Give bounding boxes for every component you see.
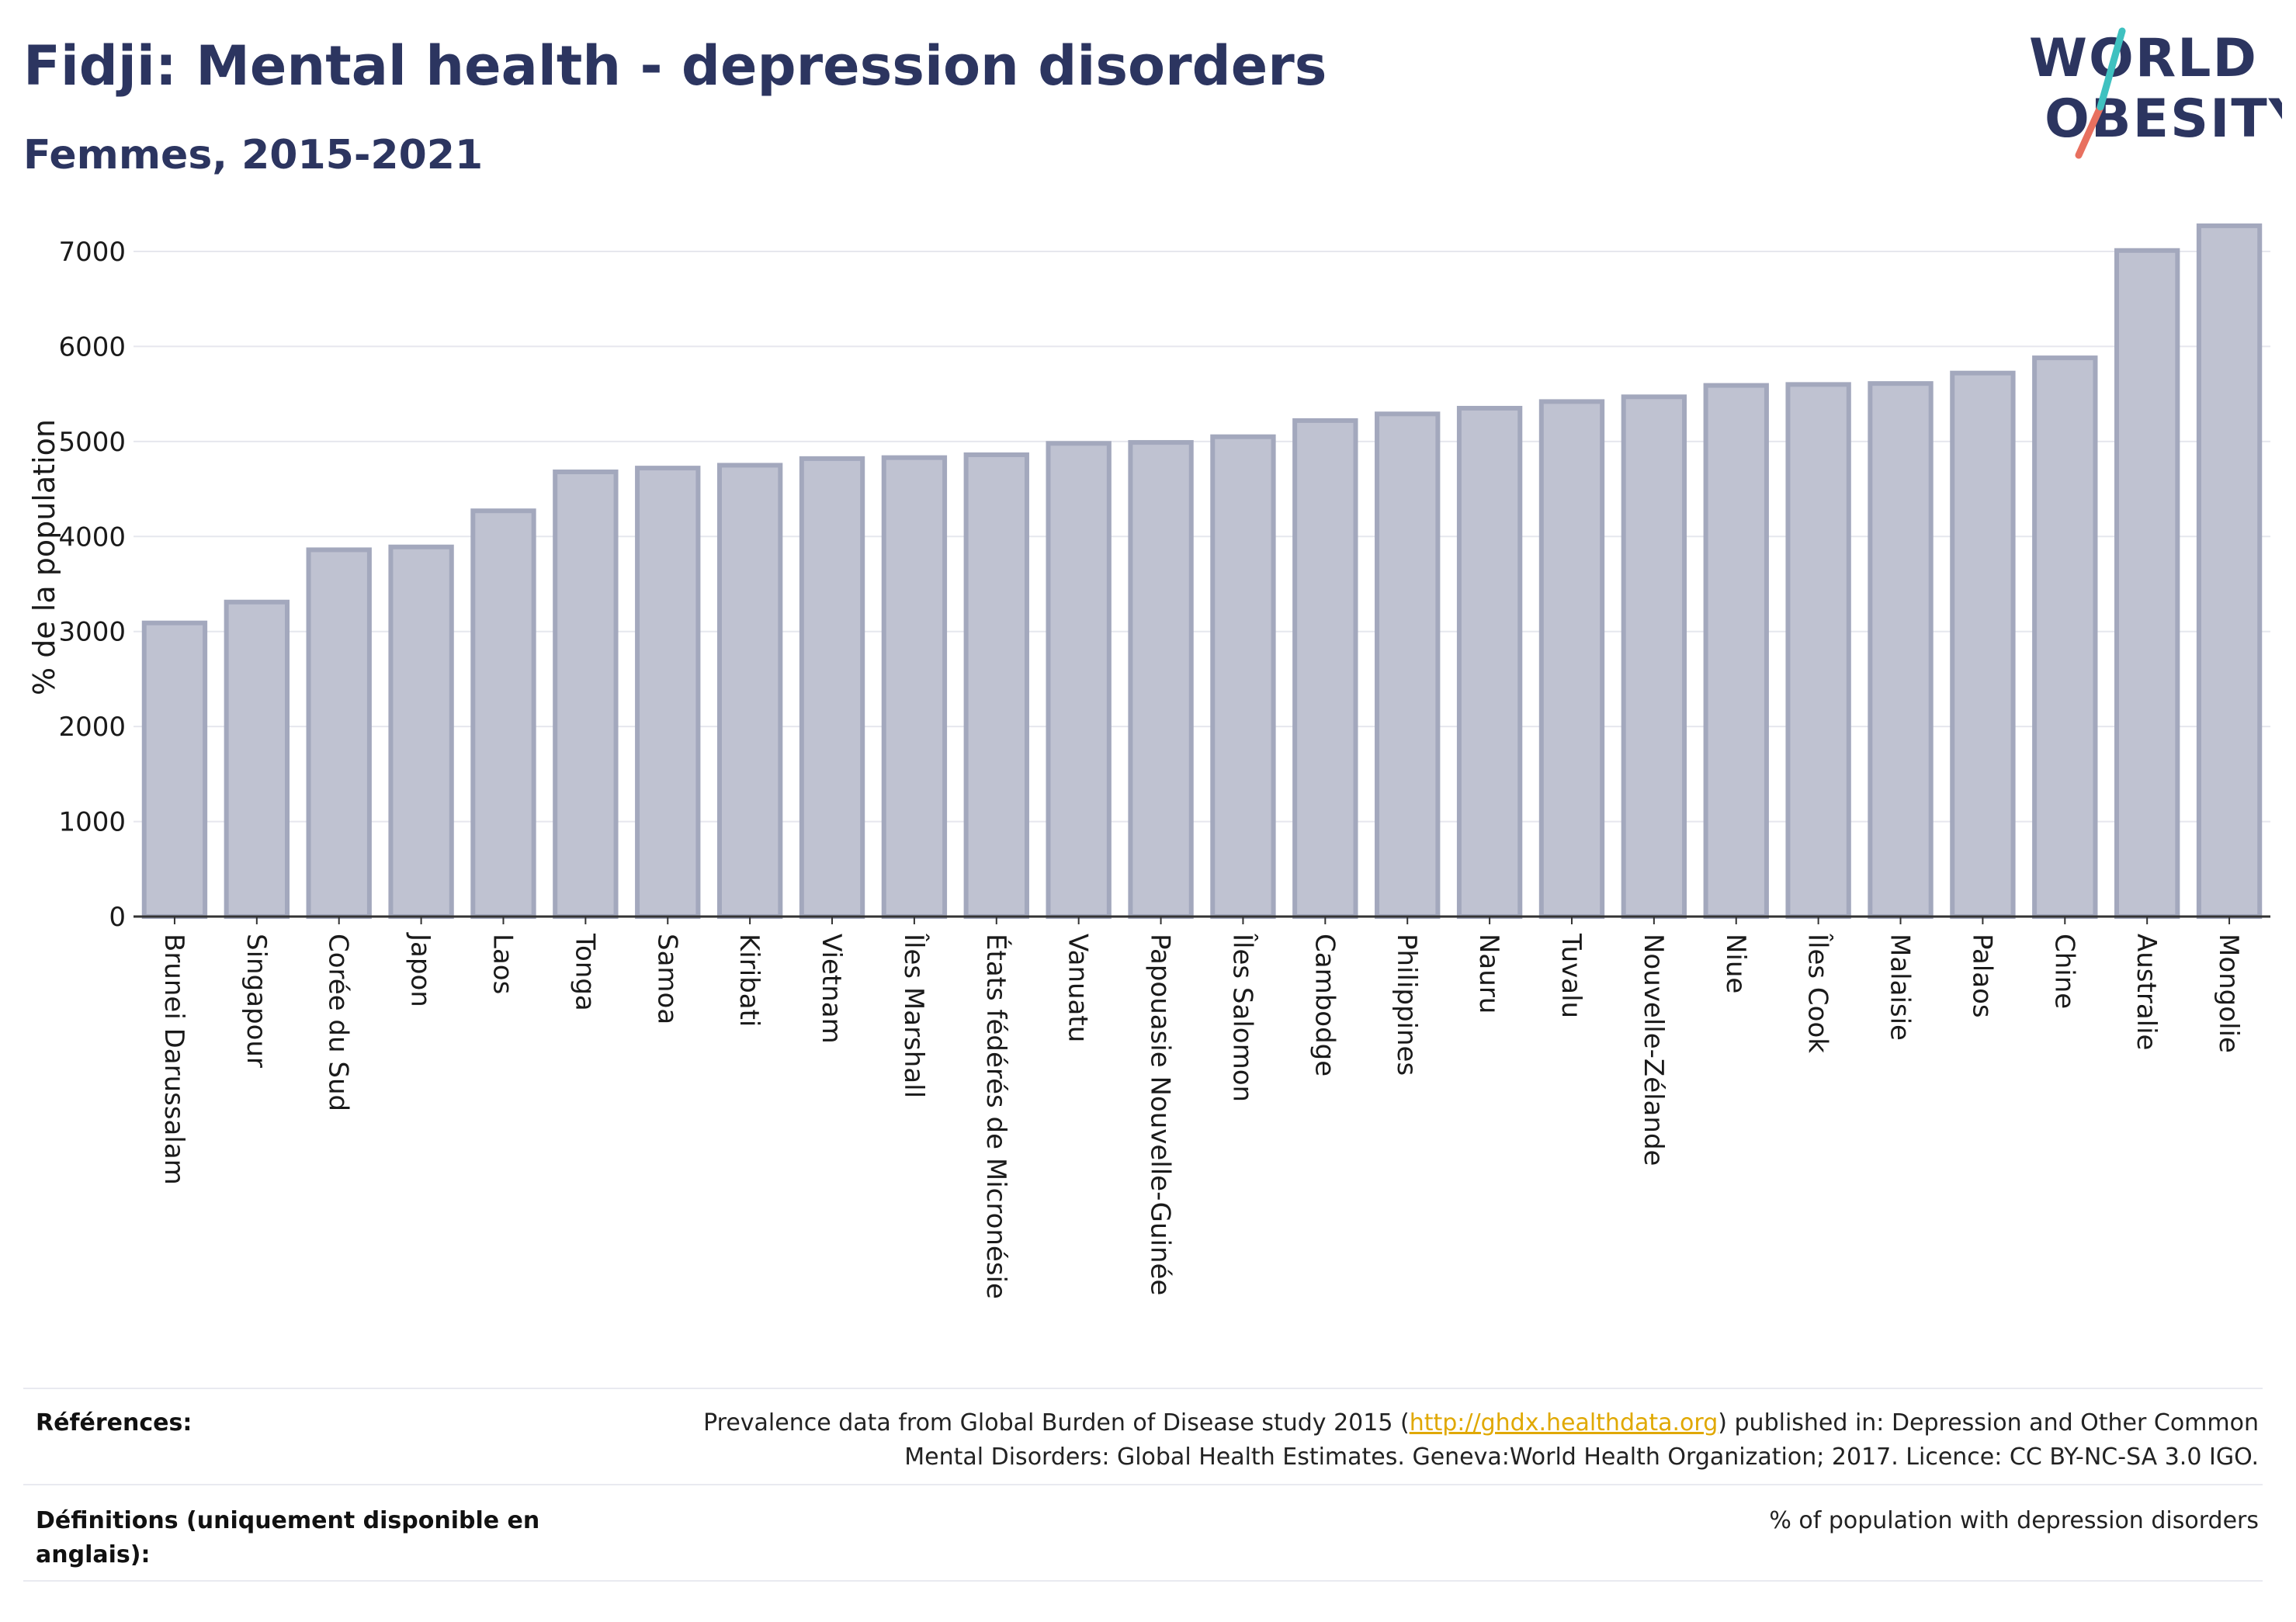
x-tick-label: Corée du Sud (323, 934, 354, 1111)
bar (2196, 223, 2263, 920)
footer-divider-mid (23, 1484, 2263, 1485)
bar (306, 547, 372, 920)
x-tick-label: Chine (2048, 934, 2079, 1009)
x-tick-label: Niue (1720, 934, 1751, 993)
x-tick-label: Papouasie Nouvelle-Guinée (1145, 934, 1176, 1295)
y-tick-label: 2000 (58, 712, 126, 743)
logo-line1: WORLD (2029, 28, 2258, 89)
x-tick-label: Kiribati (734, 934, 765, 1027)
y-axis-label: % de la population (27, 419, 61, 695)
bar (224, 599, 290, 919)
bar (1456, 405, 1523, 919)
y-tick-label: 6000 (58, 331, 126, 362)
x-tick-label: Mongolie (2213, 934, 2244, 1053)
bar (1375, 411, 1441, 919)
x-tick-label: Tonga (569, 933, 600, 1011)
x-tick-label: Samoa (651, 934, 682, 1024)
x-tick-label: Palaos (1966, 934, 1997, 1018)
bar (2114, 248, 2180, 919)
x-tick-label: Philippines (1391, 934, 1422, 1076)
footer-divider-top (23, 1388, 2263, 1389)
x-tick-label: Nouvelle-Zélande (1638, 934, 1669, 1166)
bar (2032, 355, 2098, 919)
x-tick-label: Cambodge (1309, 934, 1340, 1076)
x-tick-label: Singapour (241, 934, 272, 1068)
chart-title: Fidji: Mental health - depression disord… (23, 34, 1327, 98)
bar (1538, 399, 1605, 919)
x-tick-label: Tuvalu (1556, 933, 1587, 1018)
y-tick-label: 7000 (58, 237, 126, 268)
bar (1703, 383, 1769, 919)
bar (553, 470, 619, 919)
references-label: Références: (36, 1409, 192, 1437)
definitions-label-line1: Définitions (uniquement disponible en (36, 1507, 540, 1534)
definitions-label: Définitions (uniquement disponible en an… (36, 1504, 539, 1572)
references-text: Prevalence data from Global Burden of Di… (703, 1406, 2259, 1475)
bar (963, 452, 1029, 919)
y-tick-label: 5000 (58, 427, 126, 458)
bar (799, 456, 865, 919)
x-tick-label: Îles Marshall (898, 933, 930, 1098)
x-tick-label: Malaisie (1885, 934, 1916, 1041)
y-tick-label: 0 (109, 902, 126, 933)
x-tick-label: Îles Cook (1802, 933, 1834, 1053)
x-tick-label: Îles Salomon (1226, 933, 1258, 1102)
bar (388, 544, 454, 920)
axes: 0 1000 2000 3000 4000 5000 6000 7000 Brunei Daru… (58, 237, 2270, 1299)
references-line2: Mental Disorders: Global Health Estimate… (904, 1444, 2259, 1471)
bar (716, 463, 783, 919)
x-tick-label: États fédérés de Micronésie (980, 934, 1012, 1299)
bar (1621, 394, 1687, 919)
definitions-label-line2: anglais): (36, 1541, 151, 1568)
bar (1785, 382, 1851, 920)
x-tick-label: Australie (2131, 934, 2162, 1050)
bar (1292, 418, 1358, 919)
bar (635, 466, 701, 919)
bar (141, 620, 208, 919)
x-tick-label: Japon (405, 932, 436, 1007)
bars (141, 223, 2263, 920)
references-link[interactable]: http://ghdx.healthdata.org (1409, 1409, 1719, 1437)
bar (1128, 440, 1194, 919)
references-post: ) published in: Depression and Other Com… (1718, 1409, 2259, 1437)
grid-lines (134, 250, 2270, 823)
references-pre: Prevalence data from Global Burden of Di… (703, 1409, 1410, 1437)
logo-slash-teal (2097, 27, 2126, 111)
x-tick-label: Vietnam (816, 934, 847, 1044)
logo-slash-coral (2075, 103, 2104, 159)
y-tick-label: 3000 (58, 617, 126, 648)
bar (1950, 370, 2016, 920)
definitions-text: % of population with depression disorder… (1769, 1507, 2259, 1534)
bar (881, 455, 948, 919)
world-obesity-logo: WORLD OBESITY (2029, 27, 2282, 159)
chart-subtitle: Femmes, 2015-2021 (23, 132, 484, 178)
y-tick-label: 4000 (58, 522, 126, 553)
y-tick-label: 1000 (58, 807, 126, 838)
x-tick-label: Laos (487, 934, 518, 994)
bar (1210, 434, 1276, 919)
bar (470, 508, 536, 919)
bar-chart: 0 1000 2000 3000 4000 5000 6000 7000 Brunei Daru… (27, 223, 2270, 1299)
bar (1868, 381, 1934, 919)
bar (1046, 441, 1112, 919)
x-tick-label: Nauru (1473, 934, 1504, 1014)
x-tick-label: Vanuatu (1063, 934, 1094, 1042)
x-tick-label: Brunei Darussalam (158, 934, 189, 1185)
footer-divider-bottom (23, 1580, 2263, 1582)
